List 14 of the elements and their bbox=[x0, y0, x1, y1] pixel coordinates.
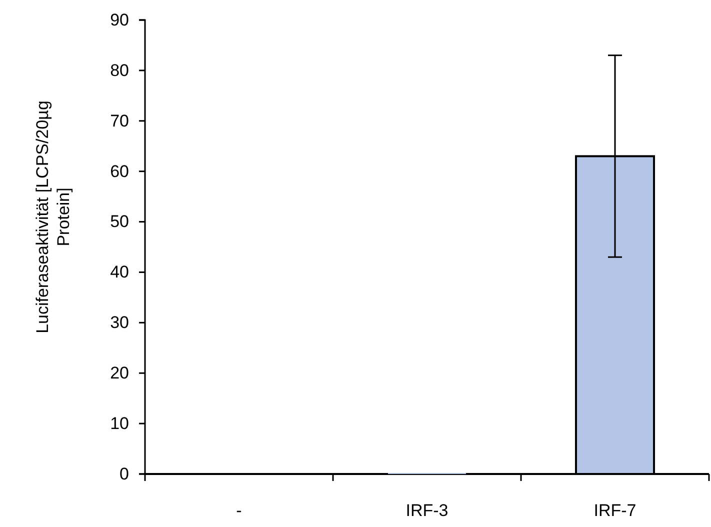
y-tick-label: 30 bbox=[110, 313, 129, 332]
x-tick-label: IRF-3 bbox=[406, 501, 448, 520]
y-tick-label: 90 bbox=[110, 10, 129, 30]
y-tick-label: 0 bbox=[120, 464, 129, 484]
y-tick-label: 80 bbox=[110, 60, 129, 80]
y-axis-title: Luciferaseaktivität [LCPS/20µg Protein] bbox=[33, 100, 73, 334]
x-tick-label: IRF-7 bbox=[594, 501, 636, 520]
y-tick-label: 10 bbox=[110, 414, 129, 433]
y-tick-label: 40 bbox=[110, 262, 129, 282]
x-tick-label: - bbox=[236, 501, 242, 520]
y-tick-label: 20 bbox=[110, 364, 129, 383]
y-tick-label: 50 bbox=[110, 212, 129, 232]
y-tick-label: 70 bbox=[110, 111, 129, 130]
y-tick-label: 60 bbox=[110, 162, 129, 181]
